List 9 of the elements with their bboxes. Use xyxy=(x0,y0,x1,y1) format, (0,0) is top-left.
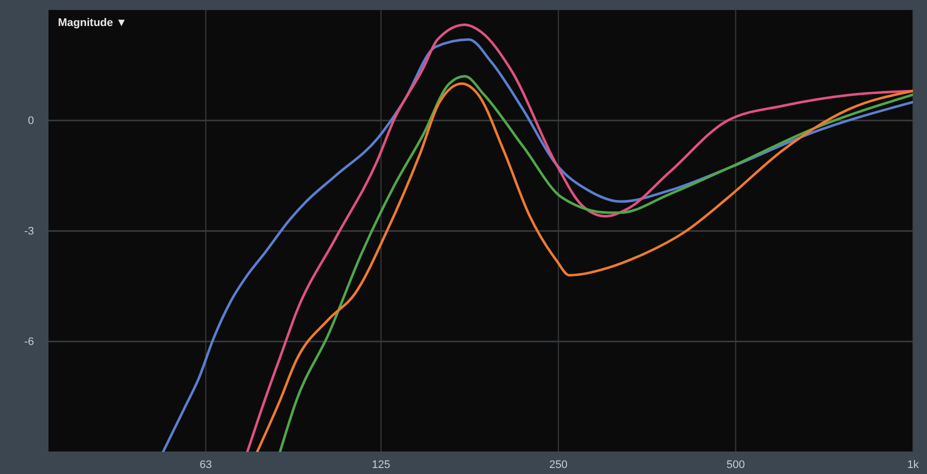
x-tick-label: 125 xyxy=(372,458,390,471)
y-tick-label: -6 xyxy=(24,336,34,348)
y-tick-label: -3 xyxy=(24,226,34,238)
x-tick-label: 500 xyxy=(726,458,745,471)
x-tick-label: 63 xyxy=(200,458,212,471)
x-tick-label: 1k xyxy=(907,458,920,471)
text: Magnitude ▼ xyxy=(58,17,127,29)
y-tick-label: 0 xyxy=(28,115,34,128)
x-tick-label: 250 xyxy=(549,458,568,471)
